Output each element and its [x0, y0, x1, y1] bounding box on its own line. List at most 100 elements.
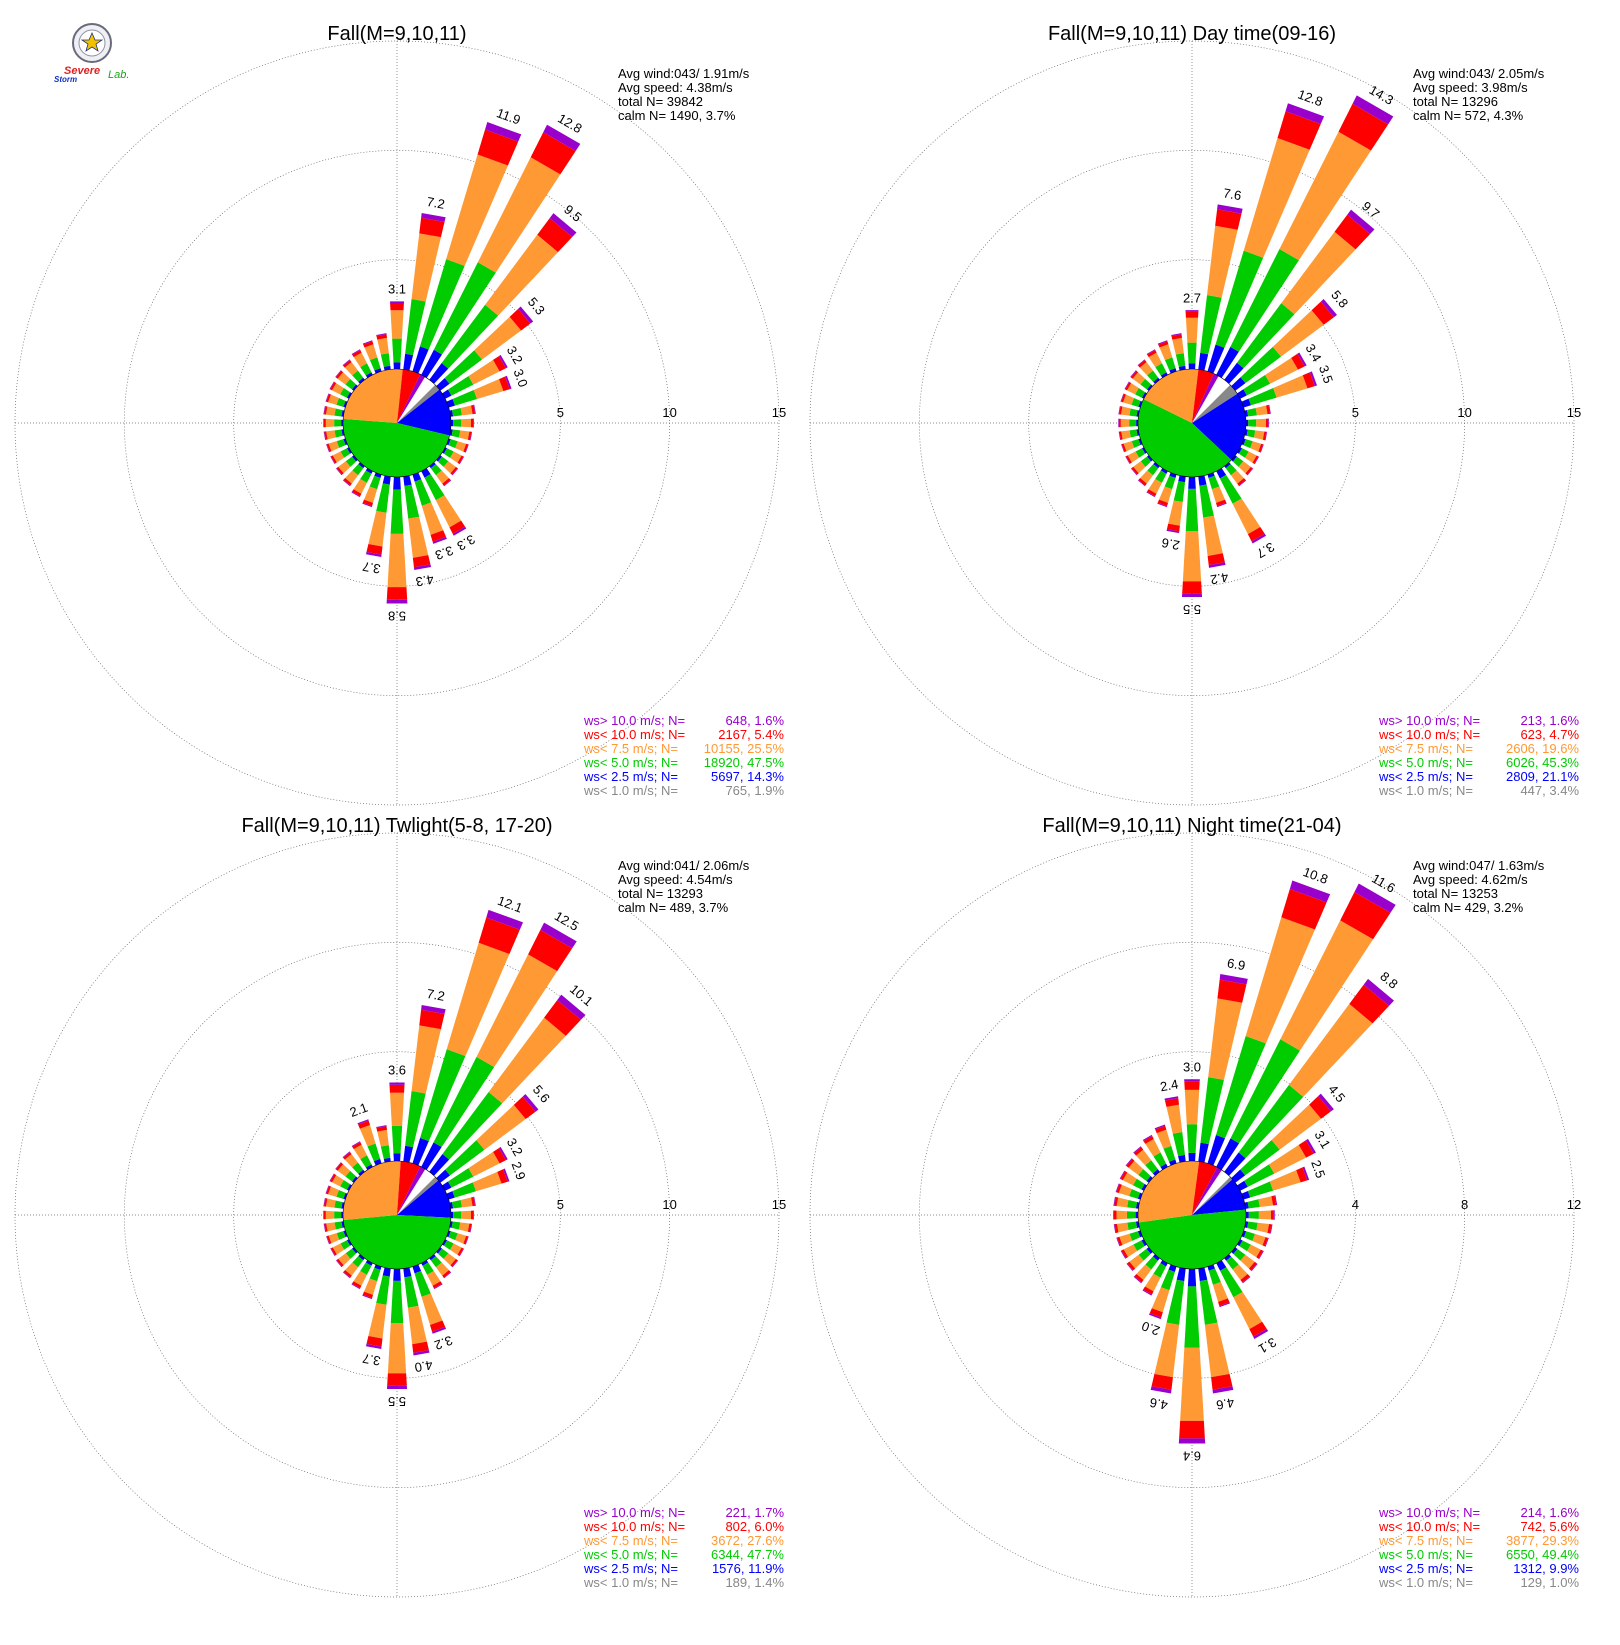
petal-segment-70 — [503, 1168, 510, 1182]
petal-segment-190 — [1173, 481, 1186, 503]
petal-segment-190 — [368, 1302, 387, 1339]
petal-segment-320 — [1137, 359, 1146, 366]
petal-segment-20 — [485, 122, 522, 142]
petal-segment-350 — [377, 337, 389, 355]
petal-segment-290 — [1121, 393, 1126, 403]
petal-segment-150 — [449, 520, 466, 534]
petal-segment-200 — [1157, 502, 1168, 508]
logo-word-storm: Storm — [54, 75, 77, 84]
stats-line: Avg wind:043/ 1.91m/s — [618, 66, 750, 81]
hub-slice-ws<2.5 — [397, 389, 451, 436]
petal-segment-130 — [1231, 455, 1238, 462]
hub-slice-ws<1.0 — [1192, 384, 1238, 423]
petal-segment-340 — [1156, 1129, 1172, 1149]
legend-value-ws<10.0: 623, 4.7% — [1520, 727, 1579, 742]
petal-segment-300 — [1125, 381, 1132, 391]
petal-segment-110 — [463, 1235, 469, 1245]
petal-segment-240 — [340, 1240, 351, 1250]
petal-segment-130 — [437, 1248, 449, 1259]
petal-segment-300 — [329, 1173, 335, 1182]
petal-segment-300 — [340, 388, 351, 398]
legend-value-ws<7.5: 3877, 29.3% — [1506, 1533, 1579, 1548]
petal-segment-30 — [543, 124, 581, 151]
petal-value-label: 3.0 — [1183, 1059, 1201, 1074]
petal-segment-60 — [1237, 389, 1247, 399]
stats-line: total N= 13296 — [1413, 94, 1498, 109]
petal-segment-250 — [326, 444, 330, 453]
petal-segment-110 — [448, 439, 458, 449]
petal-segment-270 — [334, 419, 342, 427]
petal-segment-100 — [467, 431, 472, 441]
wind-rose-panel-3: 5 10 152.13.67.212.112.510.15.63.22.93.24.… — [14, 815, 786, 1598]
petal-segment-230 — [1130, 468, 1138, 476]
petal-segment-90 — [1245, 419, 1249, 427]
petal-segment-200 — [362, 1294, 373, 1300]
petal-segment-340 — [1164, 357, 1176, 371]
petal-value-label: 3.2 — [504, 1135, 526, 1158]
petal-segment-120 — [1258, 1250, 1264, 1260]
petal-segment-350 — [1171, 334, 1182, 340]
petal-segment-190 — [366, 1336, 383, 1347]
petal-segment-270 — [1136, 419, 1139, 427]
petal-segment-220 — [342, 479, 351, 487]
petal-segment-60 — [493, 356, 506, 372]
petal-segment-300 — [346, 392, 352, 399]
petal-segment-50 — [509, 308, 531, 331]
petal-value-label: 3.3 — [433, 543, 455, 563]
petal-segment-330 — [1160, 1163, 1168, 1170]
petal-segment-140 — [443, 479, 452, 487]
petal-segment-320 — [352, 370, 364, 382]
petal-segment-180 — [386, 587, 408, 600]
petal-segment-230 — [1129, 1254, 1144, 1269]
petal-segment-210 — [1153, 1263, 1167, 1278]
petal-segment-180 — [393, 476, 401, 490]
petal-segment-280 — [325, 406, 336, 416]
petal-segment-120 — [1239, 1240, 1251, 1252]
petal-segment-100 — [459, 1222, 470, 1232]
petal-segment-340 — [359, 1125, 376, 1147]
petal-segment-280 — [334, 408, 343, 417]
petal-segment-80 — [1247, 1199, 1260, 1209]
petal-segment-150 — [1251, 533, 1267, 544]
stats-line: Avg wind:041/ 2.06m/s — [618, 858, 750, 873]
petal-segment-280 — [341, 410, 345, 417]
petal-segment-190 — [1178, 475, 1186, 483]
petal-segment-350 — [1166, 1104, 1183, 1134]
petal-segment-30 — [1352, 95, 1394, 125]
petal-segment-50 — [1231, 1169, 1246, 1183]
hub-slice-ws<2.5 — [397, 1180, 451, 1218]
petal-segment-220 — [343, 478, 352, 486]
petal-segment-310 — [345, 1170, 357, 1182]
petal-segment-0 — [390, 303, 404, 311]
petal-value-label: 7.2 — [426, 986, 446, 1004]
petal-segment-10 — [1215, 209, 1242, 230]
petal-segment-10 — [1198, 1142, 1209, 1163]
petal-segment-110 — [1252, 1233, 1266, 1246]
petal-segment-140 — [430, 464, 442, 476]
petal-segment-290 — [1115, 1183, 1120, 1193]
petal-segment-250 — [336, 439, 346, 448]
petal-segment-140 — [1226, 1256, 1239, 1270]
petal-segment-250 — [1129, 1231, 1141, 1241]
petal-segment-240 — [332, 451, 345, 463]
ring-label: 10 — [662, 405, 676, 420]
petal-segment-140 — [1242, 1276, 1251, 1284]
petal-segment-270 — [323, 418, 326, 428]
petal-segment-300 — [1135, 388, 1146, 398]
petal-segment-90 — [1248, 419, 1257, 427]
petal-segment-110 — [1264, 1237, 1269, 1247]
petal-segment-80 — [471, 1196, 476, 1207]
petal-segment-180 — [386, 599, 408, 604]
petal-segment-220 — [358, 462, 365, 469]
petal-segment-140 — [429, 1254, 436, 1261]
petal-segment-200 — [1169, 472, 1177, 478]
petal-segment-350 — [1178, 365, 1186, 371]
petal-value-label: 3.2 — [504, 343, 526, 366]
petal-segment-320 — [344, 1154, 358, 1168]
petal-segment-80 — [1271, 1195, 1277, 1206]
petal-segment-70 — [497, 1169, 508, 1184]
petal-segment-190 — [1168, 500, 1183, 526]
petal-segment-40 — [1281, 231, 1356, 315]
petal-segment-50 — [444, 350, 483, 384]
